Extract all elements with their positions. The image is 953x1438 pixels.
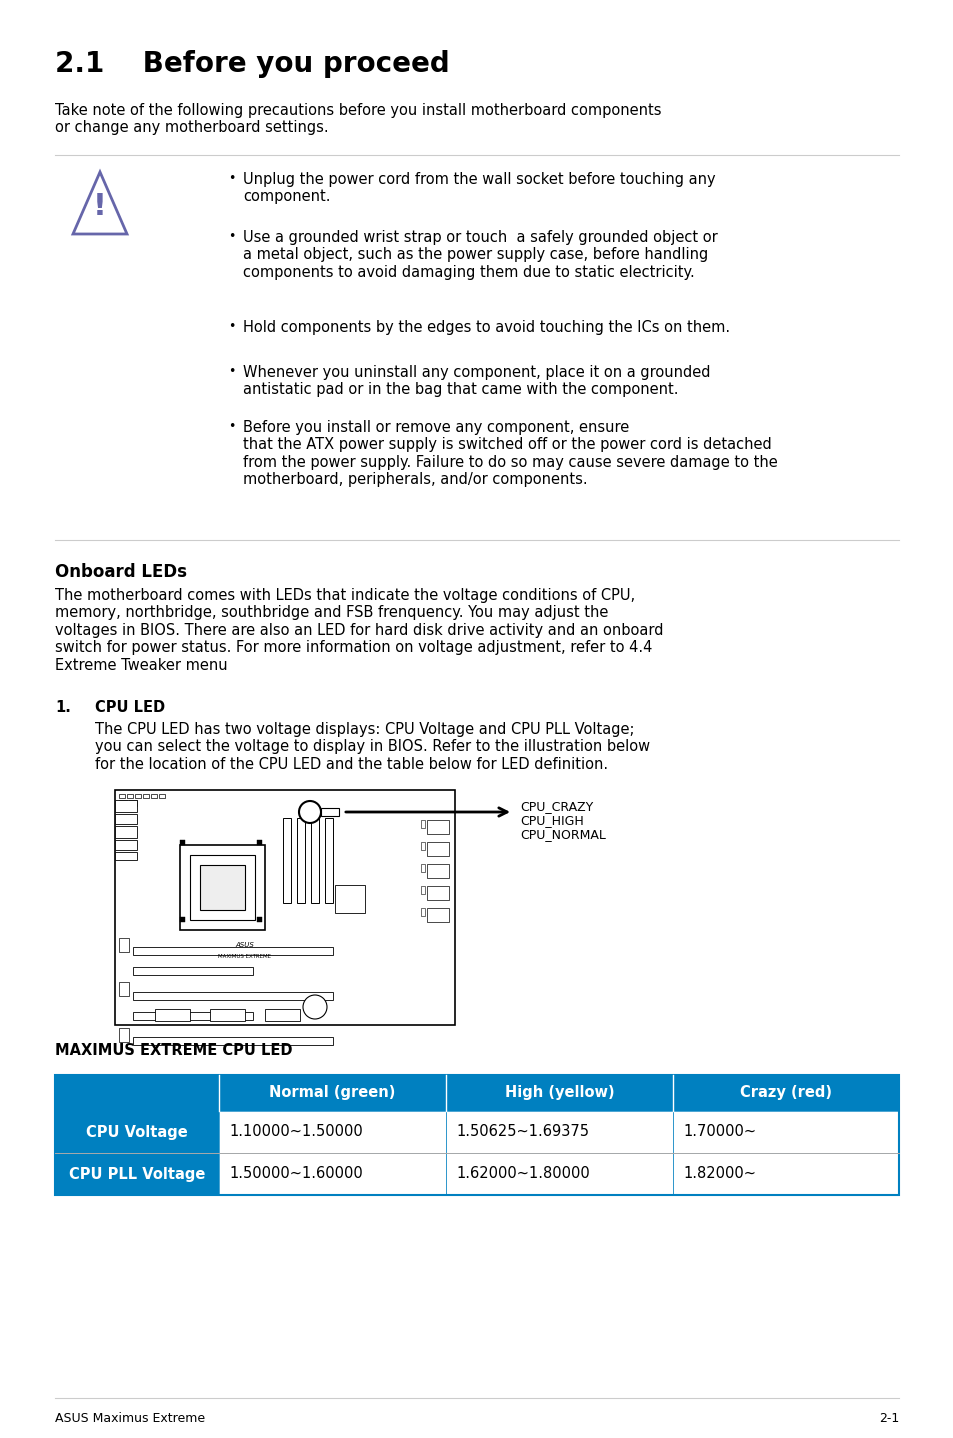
Text: 1.82000~: 1.82000~	[682, 1166, 755, 1182]
Bar	[672, 1112, 898, 1153]
Bar	[129, 800, 137, 807]
Bar	[320, 808, 338, 815]
Bar	[180, 846, 265, 930]
Bar	[446, 1153, 672, 1195]
Text: MAXIMUS EXTREME CPU LED: MAXIMUS EXTREME CPU LED	[55, 1043, 293, 1058]
Text: Hold components by the edges to avoid touching the ICs on them.: Hold components by the edges to avoid to…	[243, 321, 729, 335]
Text: Unplug the power cord from the wall socket before touching any
component.: Unplug the power cord from the wall sock…	[243, 173, 715, 204]
Bar	[427, 907, 449, 922]
Text: !: !	[93, 191, 107, 220]
Text: 2.1    Before you proceed: 2.1 Before you proceed	[55, 50, 449, 78]
Text: Before you install or remove any component, ensure
that the ATX power supply is : Before you install or remove any compone…	[243, 420, 777, 487]
Bar	[420, 907, 424, 916]
Bar	[119, 800, 127, 807]
Bar	[115, 825, 137, 838]
Text: 1.62000~1.80000: 1.62000~1.80000	[456, 1166, 589, 1182]
Bar	[420, 886, 424, 894]
Text: ASUS: ASUS	[235, 942, 254, 948]
Bar	[200, 866, 245, 910]
Text: CPU Voltage: CPU Voltage	[86, 1125, 188, 1139]
Bar	[132, 1037, 333, 1045]
Text: Whenever you uninstall any component, place it on a grounded
antistatic pad or i: Whenever you uninstall any component, pl…	[243, 365, 710, 397]
Bar	[55, 1076, 898, 1195]
Bar	[135, 794, 141, 798]
Text: 1.70000~: 1.70000~	[682, 1125, 756, 1139]
Bar	[127, 794, 132, 798]
Text: ASUS Maximus Extreme: ASUS Maximus Extreme	[55, 1412, 205, 1425]
Bar	[115, 840, 137, 850]
Bar	[420, 843, 424, 850]
Text: •: •	[228, 230, 235, 243]
Circle shape	[303, 995, 327, 1020]
Text: CPU_CRAZY: CPU_CRAZY	[519, 800, 593, 812]
Bar	[283, 818, 291, 903]
Bar	[420, 864, 424, 871]
Text: Onboard LEDs: Onboard LEDs	[55, 564, 187, 581]
Bar	[427, 886, 449, 900]
Bar	[296, 818, 305, 903]
Text: CPU PLL Voltage: CPU PLL Voltage	[69, 1166, 205, 1182]
Bar	[265, 1009, 299, 1021]
Text: Take note of the following precautions before you install motherboard components: Take note of the following precautions b…	[55, 104, 660, 135]
Bar	[672, 1153, 898, 1195]
Text: •: •	[228, 420, 235, 433]
Text: •: •	[228, 173, 235, 186]
Text: 1.50625~1.69375: 1.50625~1.69375	[456, 1125, 588, 1139]
Bar	[427, 843, 449, 856]
Text: Use a grounded wrist strap or touch  a safely grounded object or
a metal object,: Use a grounded wrist strap or touch a sa…	[243, 230, 717, 280]
Bar	[55, 1153, 219, 1195]
Bar	[427, 864, 449, 879]
Text: CPU_HIGH: CPU_HIGH	[519, 814, 583, 827]
Bar	[132, 966, 253, 975]
Bar	[219, 1112, 446, 1153]
Bar	[115, 814, 137, 824]
Bar	[55, 1112, 219, 1153]
Bar	[132, 992, 333, 999]
Bar	[119, 982, 129, 997]
Text: •: •	[228, 365, 235, 378]
Text: High (yellow): High (yellow)	[504, 1086, 614, 1100]
Bar	[190, 856, 254, 920]
Bar	[115, 789, 455, 1025]
Text: 2-1: 2-1	[878, 1412, 898, 1425]
Bar	[119, 938, 129, 952]
Bar	[427, 820, 449, 834]
Bar	[256, 917, 262, 922]
Text: 1.50000~1.60000: 1.50000~1.60000	[229, 1166, 362, 1182]
Bar	[446, 1112, 672, 1153]
Bar	[420, 820, 424, 828]
Circle shape	[298, 801, 320, 823]
Bar	[132, 1012, 253, 1020]
Bar	[55, 1076, 898, 1112]
Text: 1.: 1.	[55, 700, 71, 715]
Bar	[325, 818, 333, 903]
Bar	[180, 840, 185, 846]
Bar	[159, 794, 165, 798]
Bar	[115, 851, 137, 860]
Text: Normal (green): Normal (green)	[269, 1086, 395, 1100]
Bar	[115, 800, 137, 812]
Bar	[154, 1009, 190, 1021]
Bar	[180, 917, 185, 922]
Text: The motherboard comes with LEDs that indicate the voltage conditions of CPU,
mem: The motherboard comes with LEDs that ind…	[55, 588, 662, 673]
Bar	[132, 948, 333, 955]
Bar	[143, 794, 149, 798]
Text: •: •	[228, 321, 235, 334]
Bar	[210, 1009, 245, 1021]
Text: The CPU LED has two voltage displays: CPU Voltage and CPU PLL Voltage;
you can s: The CPU LED has two voltage displays: CP…	[95, 722, 649, 772]
Bar	[151, 794, 157, 798]
Text: CPU LED: CPU LED	[95, 700, 165, 715]
Bar	[119, 794, 125, 798]
Text: Crazy (red): Crazy (red)	[740, 1086, 831, 1100]
Text: CPU_NORMAL: CPU_NORMAL	[519, 828, 605, 841]
Text: MAXIMUS EXTREME: MAXIMUS EXTREME	[218, 955, 272, 959]
Bar	[256, 840, 262, 846]
Bar	[219, 1153, 446, 1195]
Bar	[311, 818, 318, 903]
Text: 1.10000~1.50000: 1.10000~1.50000	[229, 1125, 362, 1139]
Bar	[119, 1028, 129, 1043]
Bar	[335, 884, 365, 913]
